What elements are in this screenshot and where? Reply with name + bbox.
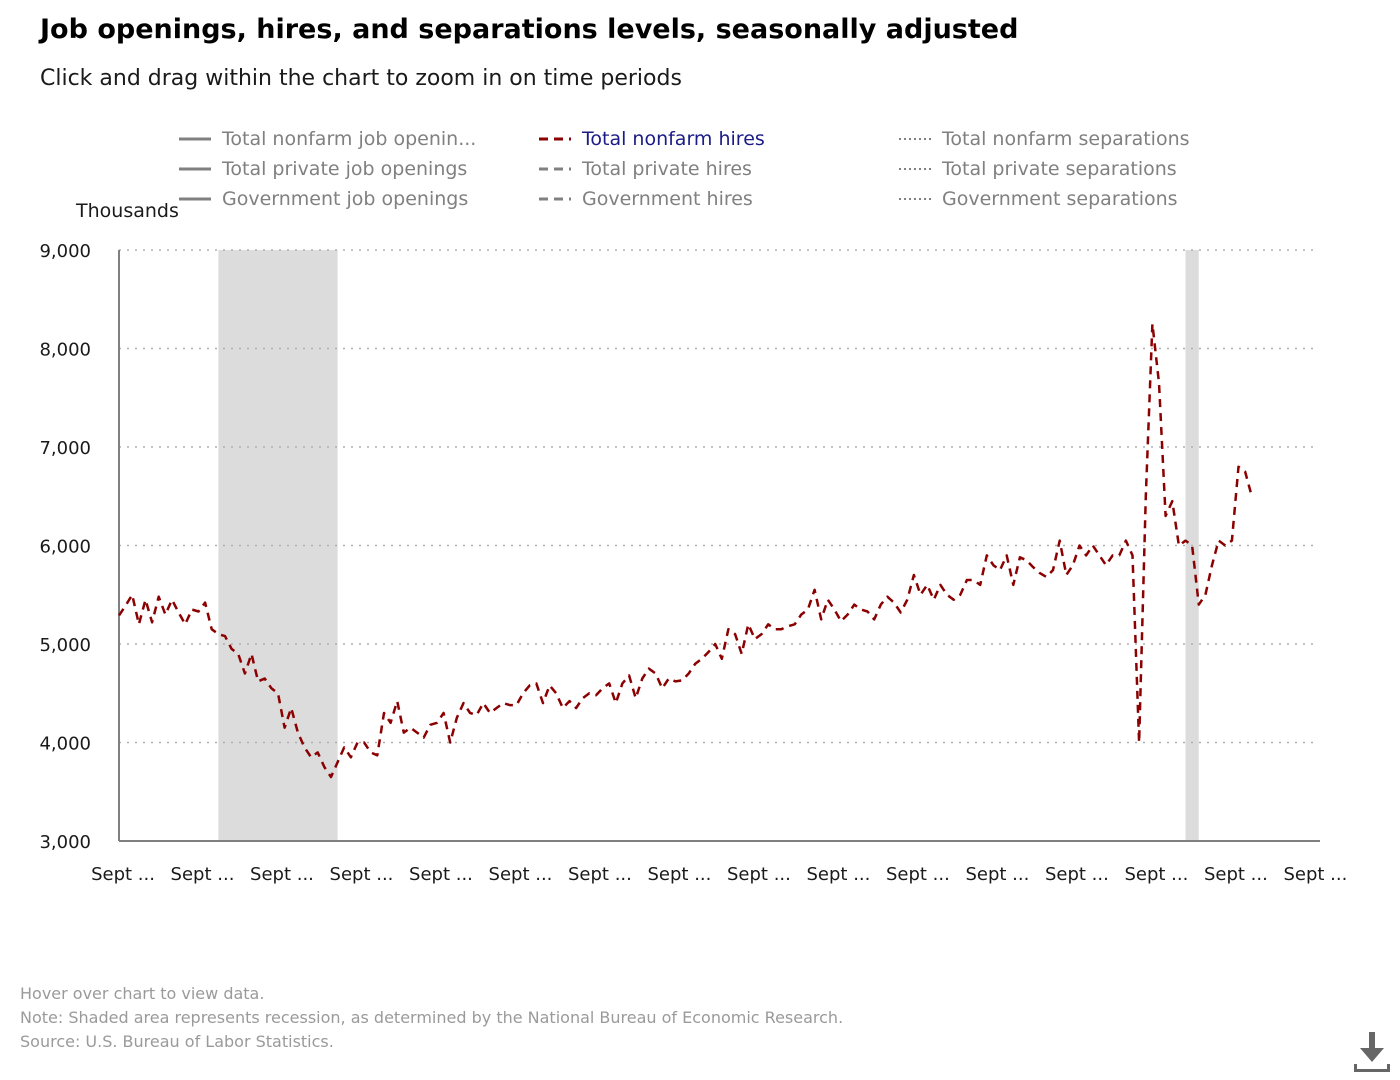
recession-band [218, 250, 338, 841]
x-tick-label: Sept ... [806, 864, 870, 885]
y-tick-label: 4,000 [39, 734, 91, 755]
y-tick-label: 7,000 [39, 438, 91, 459]
chart-plot[interactable]: 3,000 4,000 5,000 6,000 7,000 8,000 9,000 Sept… [0, 0, 1400, 960]
y-tick-label: 9,000 [39, 241, 91, 262]
solid-line-swatch-icon [179, 137, 211, 141]
legend-item-total-nonfarm-hires[interactable]: Total nonfarm hires [538, 124, 765, 154]
footnotes: Hover over chart to view data. Note: Sha… [20, 982, 843, 1054]
legend-label: Total nonfarm hires [582, 128, 765, 150]
x-tick-label: Sept ... [489, 864, 553, 885]
y-tick-label: 5,000 [39, 635, 91, 656]
series-lines [117, 322, 1254, 779]
dotted-line-swatch-icon [899, 198, 931, 200]
dashed-line-swatch-icon [539, 167, 571, 171]
x-tick-label: Sept ... [1204, 864, 1268, 885]
series-line-total-nonfarm-hires[interactable] [117, 322, 1254, 779]
x-tick-label: Sept ... [409, 864, 473, 885]
hover-hint: Hover over chart to view data. [20, 984, 265, 1003]
download-button[interactable] [1352, 1030, 1392, 1074]
y-tick-label: 6,000 [39, 537, 91, 558]
legend-label: Total private separations [942, 158, 1177, 180]
x-tick-label: Sept ... [250, 864, 314, 885]
x-tick-label: Sept ... [886, 864, 950, 885]
download-icon [1354, 1032, 1390, 1072]
recession-shading [218, 250, 1199, 841]
chart-title: Job openings, hires, and separations lev… [40, 14, 1019, 45]
legend-item-total-private-separations[interactable]: Total private separations [898, 154, 1177, 184]
x-tick-label: Sept ... [965, 864, 1029, 885]
x-tick-label: Sept ... [568, 864, 632, 885]
x-tick-label: Sept ... [727, 864, 791, 885]
y-tick-label: 3,000 [39, 832, 91, 853]
y-axis-label: Thousands [76, 200, 179, 222]
x-tick-label: Sept ... [1045, 864, 1109, 885]
legend-label: Total nonfarm separations [942, 128, 1190, 150]
x-tick-labels: Sept ... Sept ... Sept ... Sept ... Sept ...… [91, 864, 1347, 885]
x-tick-label: Sept ... [330, 864, 394, 885]
legend-item-government-separations[interactable]: Government separations [898, 184, 1178, 214]
x-tick-label: Sept ... [91, 864, 155, 885]
legend-item-total-private-job-openings[interactable]: Total private job openings [178, 154, 467, 184]
legend-label: Total private hires [582, 158, 752, 180]
legend-item-government-job-openings[interactable]: Government job openings [178, 184, 468, 214]
legend: Total nonfarm job openin... Total private… [178, 124, 1278, 214]
legend-label: Government hires [582, 188, 753, 210]
source-note: Source: U.S. Bureau of Labor Statistics. [20, 1032, 334, 1051]
legend-label: Total private job openings [222, 158, 468, 180]
legend-label: Total nonfarm job openin... [222, 128, 477, 150]
legend-label: Government job openings [222, 188, 469, 210]
x-tick-label: Sept ... [1124, 864, 1188, 885]
dashed-line-swatch-icon [539, 197, 571, 201]
legend-item-total-nonfarm-separations[interactable]: Total nonfarm separations [898, 124, 1190, 154]
legend-item-total-nonfarm-job-openin[interactable]: Total nonfarm job openin... [178, 124, 476, 154]
dashed-line-swatch-icon [539, 137, 571, 141]
y-tick-label: 8,000 [39, 340, 91, 361]
solid-line-swatch-icon [179, 197, 211, 201]
dotted-line-swatch-icon [899, 168, 931, 170]
x-tick-label: Sept ... [171, 864, 235, 885]
x-tick-label: Sept ... [1283, 864, 1347, 885]
x-tick-label: Sept ... [648, 864, 712, 885]
chart-subtitle: Click and drag within the chart to zoom … [40, 66, 682, 91]
recession-note: Note: Shaded area represents recession, … [20, 1008, 844, 1027]
axes [118, 250, 1320, 842]
solid-line-swatch-icon [179, 167, 211, 171]
legend-item-government-hires[interactable]: Government hires [538, 184, 753, 214]
dotted-line-swatch-icon [899, 138, 931, 140]
legend-item-total-private-hires[interactable]: Total private hires [538, 154, 752, 184]
legend-label: Government separations [942, 188, 1178, 210]
y-tick-labels: 3,000 4,000 5,000 6,000 7,000 8,000 9,000 [39, 241, 91, 853]
